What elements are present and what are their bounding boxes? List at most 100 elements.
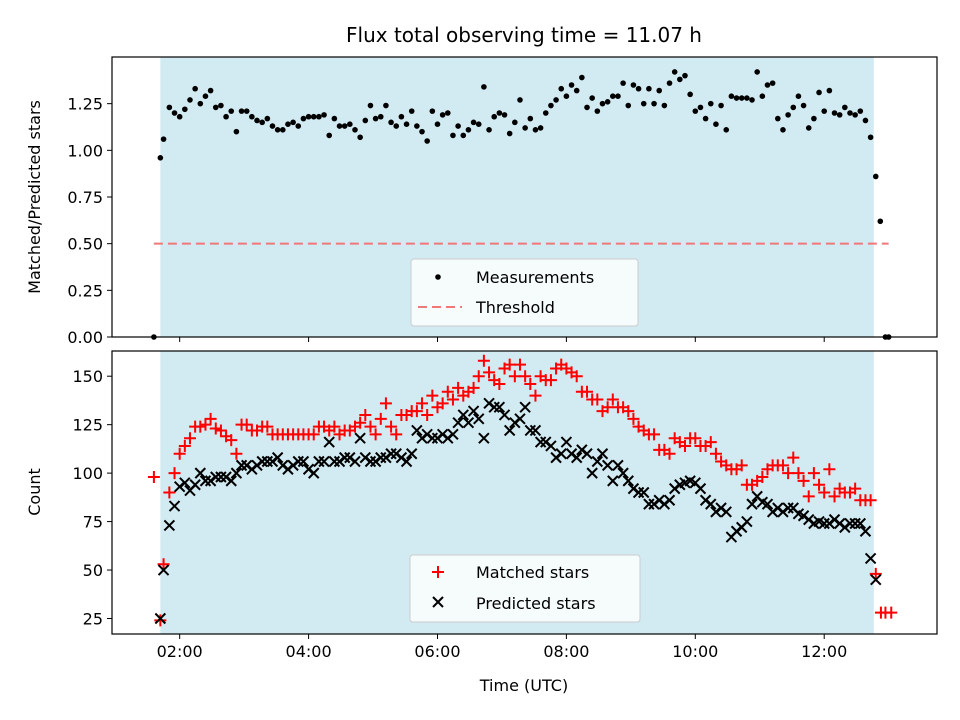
measurement-point bbox=[656, 87, 663, 94]
legend-threshold-label: Threshold bbox=[475, 298, 555, 317]
predicted-star-point bbox=[705, 498, 717, 510]
measurement-point bbox=[548, 102, 554, 109]
matched-star-point bbox=[648, 428, 661, 441]
top-ytick-label: 0.25 bbox=[67, 281, 103, 300]
predicted-star-point bbox=[354, 432, 366, 444]
predicted-star-point bbox=[741, 515, 753, 528]
measurement-point bbox=[867, 134, 874, 141]
matched-star-point bbox=[416, 397, 429, 410]
predicted-star-point bbox=[194, 467, 207, 479]
matched-star-point bbox=[354, 416, 367, 429]
matched-star-point bbox=[622, 405, 635, 418]
matched-star-point bbox=[787, 451, 800, 464]
top-legend: Measurements Threshold bbox=[410, 258, 639, 327]
measurement-point bbox=[305, 113, 312, 120]
predicted-star-point bbox=[859, 525, 872, 537]
measurement-point bbox=[481, 84, 487, 90]
measurement-point bbox=[377, 113, 384, 120]
predicted-star-point bbox=[844, 517, 856, 530]
matched-star-point bbox=[183, 432, 196, 445]
predicted-star-point bbox=[638, 486, 650, 499]
matched-star-point bbox=[178, 439, 191, 452]
predicted-star-point bbox=[622, 475, 634, 487]
measurement-point bbox=[362, 117, 369, 124]
measurement-point bbox=[326, 132, 333, 139]
measurement-point bbox=[460, 132, 467, 139]
measurement-point bbox=[414, 123, 420, 129]
predicted-star-point bbox=[447, 428, 459, 441]
bottom-xtick-label: 08:00 bbox=[543, 642, 589, 661]
measurement-point bbox=[223, 113, 229, 120]
predicted-star-point bbox=[426, 432, 439, 444]
predicted-star-point bbox=[323, 436, 335, 448]
predicted-star-point bbox=[328, 455, 341, 468]
measurement-point bbox=[651, 100, 657, 107]
measurement-point bbox=[254, 117, 260, 124]
measurement-point bbox=[465, 127, 472, 133]
measurement-point bbox=[352, 127, 358, 133]
measurement-point bbox=[635, 85, 642, 92]
predicted-star-point bbox=[694, 482, 707, 495]
bottom-axes-frame bbox=[111, 350, 938, 635]
measurement-point bbox=[419, 128, 425, 135]
measurement-point bbox=[269, 123, 276, 129]
measurement-point bbox=[192, 85, 198, 92]
measurement-point bbox=[687, 91, 693, 98]
matched-star-point bbox=[359, 408, 372, 421]
matched-star-point bbox=[261, 420, 274, 433]
measurement-point bbox=[620, 80, 626, 86]
matched-stars-series bbox=[147, 354, 898, 627]
predicted-star-point bbox=[462, 417, 475, 429]
matched-star-point bbox=[529, 389, 542, 402]
measurement-point bbox=[202, 93, 209, 99]
measurement-point bbox=[872, 173, 879, 180]
predicted-star-point bbox=[643, 498, 655, 510]
measurement-point bbox=[249, 113, 255, 120]
predicted-star-point bbox=[297, 455, 310, 468]
predicted-star-point bbox=[385, 448, 397, 460]
bottom-xtick-label: 02:00 bbox=[157, 642, 203, 661]
predicted-star-point bbox=[607, 475, 619, 487]
measurement-point bbox=[723, 127, 730, 133]
measurement-point bbox=[238, 108, 245, 114]
measurement-point bbox=[764, 82, 771, 88]
matched-star-point bbox=[307, 428, 320, 441]
measurement-point bbox=[517, 97, 523, 103]
measurement-point bbox=[228, 108, 235, 114]
measurement-point bbox=[625, 102, 632, 109]
top-legend-box bbox=[410, 258, 639, 327]
measurement-point bbox=[584, 104, 590, 111]
predicted-star-point bbox=[400, 455, 413, 468]
measurement-point bbox=[331, 115, 338, 122]
top-axes-frame bbox=[111, 56, 938, 338]
matched-star-point bbox=[209, 422, 222, 435]
measurement-point bbox=[274, 127, 281, 133]
predicted-star-point bbox=[560, 436, 573, 448]
measurement-point bbox=[182, 106, 188, 113]
predicted-star-point bbox=[457, 409, 469, 421]
measurement-point bbox=[542, 110, 549, 116]
measurement-point bbox=[280, 127, 286, 133]
top-ytick-label: 1.00 bbox=[67, 141, 103, 160]
predicted-star-point bbox=[411, 424, 423, 437]
matched-star-point bbox=[828, 490, 841, 503]
matched-star-point bbox=[154, 614, 167, 627]
predicted-star-point bbox=[313, 455, 325, 468]
legend-predicted-marker bbox=[432, 596, 444, 608]
measurement-point bbox=[682, 72, 688, 79]
predicted-star-point bbox=[493, 401, 506, 413]
matched-star-point bbox=[776, 459, 789, 472]
matched-star-point bbox=[230, 447, 243, 460]
legend-matched-marker bbox=[432, 566, 444, 578]
matched-star-point bbox=[467, 381, 480, 394]
measurement-point bbox=[372, 115, 379, 122]
predicted-star-point bbox=[157, 564, 170, 576]
matched-star-point bbox=[369, 428, 382, 441]
top-ytick-label: 0.50 bbox=[67, 235, 103, 254]
measurement-point bbox=[697, 104, 704, 111]
matched-star-point bbox=[168, 467, 181, 480]
measurement-point bbox=[594, 108, 601, 114]
measurements-series bbox=[151, 69, 892, 340]
measurement-point bbox=[568, 82, 575, 88]
